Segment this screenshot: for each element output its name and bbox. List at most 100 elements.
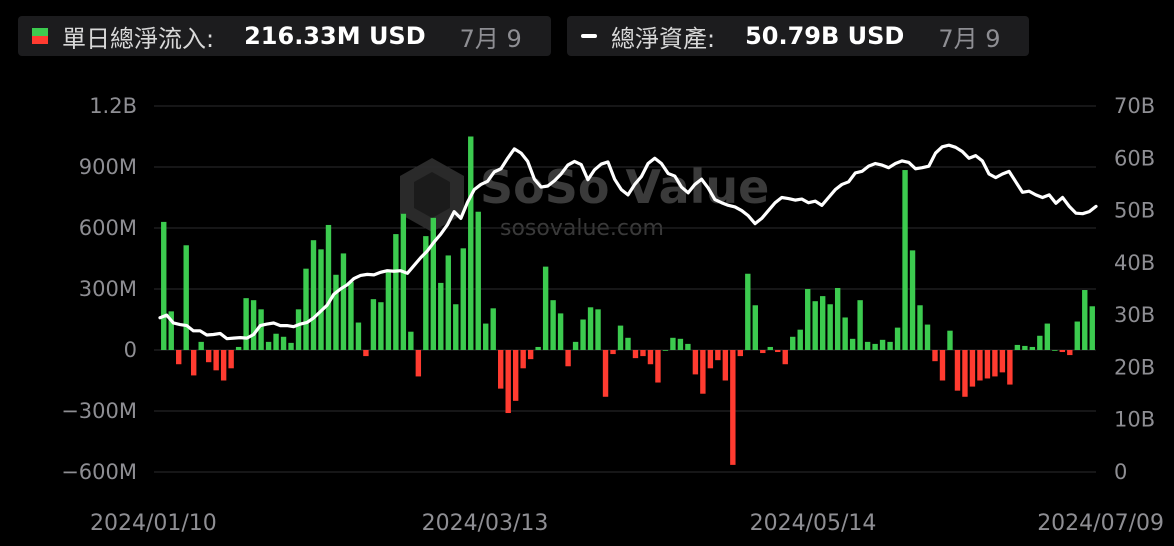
y-right-tick-label: 20B (1114, 355, 1155, 379)
bar-swatch-icon (32, 28, 48, 44)
inflow-bar (827, 304, 833, 350)
inflow-bar (423, 236, 429, 350)
inflow-bar (617, 325, 624, 350)
assets-value: 50.79B USD (745, 22, 905, 50)
x-tick-label: 2024/03/13 (422, 511, 549, 536)
inflow-bar (280, 336, 287, 350)
inflow-bar (460, 248, 466, 350)
inflow-bar (1089, 306, 1095, 350)
inflow-bar (408, 331, 414, 350)
inflow-bar (1022, 345, 1028, 350)
outflow-bar (692, 350, 699, 375)
inflow-bar (587, 307, 594, 350)
inflow-bar (288, 342, 294, 350)
inflow-bar (273, 333, 279, 350)
inflow-bar (887, 341, 893, 350)
flow-label: 單日總淨流入: (62, 24, 215, 53)
inflow-bar (490, 308, 496, 350)
inflow-bar (752, 305, 758, 350)
outflow-bar (984, 350, 991, 379)
inflow-bar (445, 255, 451, 350)
inflow-bar (438, 282, 444, 350)
inflow-bar (849, 338, 856, 350)
inflow-bar (385, 270, 392, 350)
inflow-bar (557, 313, 564, 350)
outflow-bar (700, 350, 706, 394)
inflow-bar (250, 300, 257, 350)
inflow-bar (902, 170, 908, 350)
y-left-tick-label: 300M (79, 277, 137, 301)
inflow-bar (430, 217, 437, 350)
inflow-bar (183, 245, 189, 350)
outflow-bar (363, 350, 369, 357)
outflow-bar (632, 350, 639, 359)
inflow-bar (1052, 350, 1058, 351)
inflow-bar (864, 341, 871, 350)
outflow-bar (647, 350, 654, 365)
outflow-bar (602, 350, 609, 397)
outflow-bar (969, 350, 976, 387)
outflow-bar (962, 350, 968, 397)
inflow-bar (333, 274, 339, 350)
inflow-bar (1029, 346, 1036, 350)
outflow-bar (176, 350, 182, 365)
inflow-bar (378, 302, 384, 350)
outflow-bar (220, 350, 227, 381)
inflow-bar (917, 305, 923, 350)
inflow-bar (310, 240, 317, 350)
inflow-bar (535, 346, 541, 350)
watermark-logo-icon (400, 158, 464, 232)
inflow-bar (1014, 344, 1021, 350)
flow-date: 7月 9 (459, 24, 522, 53)
inflow-bar (872, 343, 878, 350)
outflow-bar (939, 350, 946, 381)
inflow-bar (842, 317, 848, 350)
inflow-bar (1037, 335, 1043, 350)
outflow-bar (1007, 350, 1013, 385)
inflow-bar (550, 300, 556, 350)
inflow-bar (161, 221, 167, 350)
inflow-bar (685, 343, 691, 350)
outflow-bar (954, 350, 961, 391)
inflow-bar (243, 298, 249, 350)
x-axis: 2024/01/10 2024/03/13 2024/05/14 2024/07/09 (90, 511, 1164, 536)
watermark-brand: SoSo Value (480, 160, 769, 214)
outflow-bar (737, 350, 744, 357)
outflow-bar (610, 350, 616, 355)
y-right-tick-label: 0 (1114, 460, 1127, 484)
outflow-bar (205, 350, 212, 363)
inflow-bar (1082, 290, 1088, 350)
y-left-tick-label: −600M (61, 460, 137, 484)
asset-line (158, 143, 1098, 341)
outflow-bar (932, 350, 938, 362)
outflow-bar (655, 350, 661, 383)
inflow-bar (767, 346, 773, 350)
inflow-bar (947, 330, 953, 350)
outflow-bar (228, 350, 234, 369)
inflow-bar (340, 253, 347, 350)
inflow-bar (265, 341, 272, 350)
inflow-bar (1044, 323, 1051, 350)
assets-date: 7月 9 (938, 24, 1001, 53)
inflow-bar (894, 327, 901, 350)
flow-bars (161, 136, 1095, 465)
inflow-bar (542, 266, 549, 350)
inflow-bar (797, 329, 803, 350)
y-right-tick-label: 60B (1114, 146, 1155, 170)
inflow-bar (258, 309, 264, 350)
inflow-bar (819, 296, 826, 350)
x-tick-label: 2024/05/14 (750, 511, 877, 536)
legend-flow: 單日總淨流入: 216.33M USD 7月 9 (18, 16, 551, 56)
x-tick-label: 2024/07/09 (1037, 511, 1164, 536)
outflow-bar (715, 350, 721, 361)
y-axis-right: 0 10B 20B 30B 40B 50B 60B 70B (1114, 94, 1155, 484)
grid-lines (154, 105, 1096, 473)
y-left-tick-label: 600M (79, 216, 137, 240)
outflow-bar (760, 350, 766, 354)
y-left-tick-label: 1.2B (89, 94, 137, 118)
inflow-bar (393, 234, 399, 350)
inflow-bar (625, 337, 631, 350)
y-axis-left: −600M −300M 0 300M 600M 900M 1.2B (61, 94, 137, 484)
outflow-bar (1067, 350, 1073, 356)
